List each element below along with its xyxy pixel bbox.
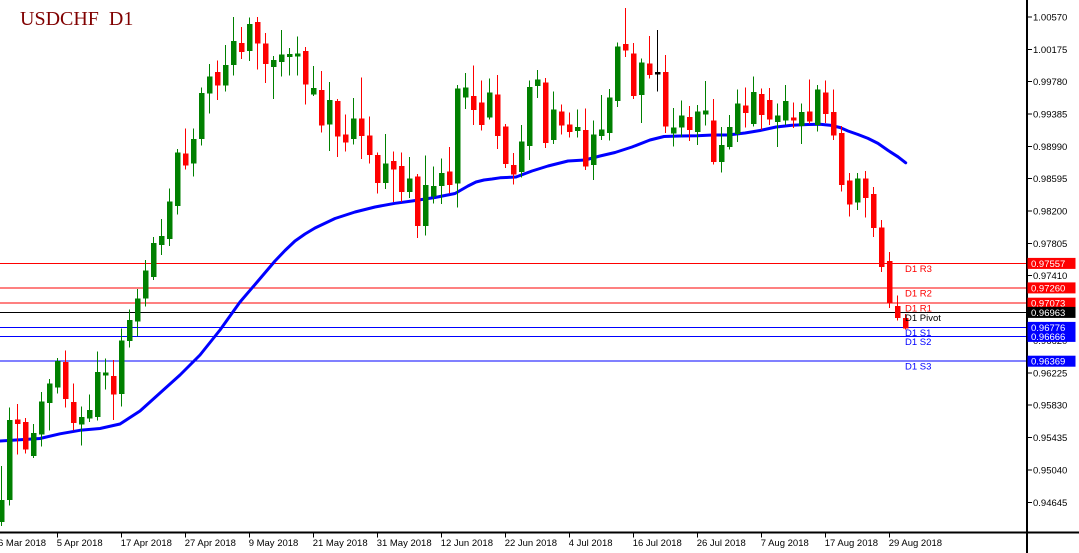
svg-text:D1 S3: D1 S3 [905,362,931,373]
svg-text:D1 S2: D1 S2 [905,337,931,348]
svg-text:17 Aug 2018: 17 Aug 2018 [825,538,878,549]
svg-text:1.00570: 1.00570 [1033,13,1067,24]
svg-text:USDCHF D1: USDCHF D1 [20,8,133,30]
svg-text:9 May 2018: 9 May 2018 [249,538,299,549]
svg-text:0.95435: 0.95435 [1033,433,1067,444]
svg-text:0.94645: 0.94645 [1033,498,1067,509]
svg-text:0.99780: 0.99780 [1033,77,1067,88]
svg-text:D1 R3: D1 R3 [905,264,932,275]
svg-text:D1 Pivot: D1 Pivot [905,313,941,324]
svg-text:0.96963: 0.96963 [1031,308,1065,319]
svg-text:0.95040: 0.95040 [1033,466,1067,477]
svg-text:0.95830: 0.95830 [1033,401,1067,412]
svg-text:26 Jul 2018: 26 Jul 2018 [697,538,746,549]
svg-text:D1 R1: D1 R1 [905,304,932,315]
svg-text:21 May 2018: 21 May 2018 [313,538,368,549]
svg-text:0.98200: 0.98200 [1033,207,1067,218]
svg-text:0.97260: 0.97260 [1031,283,1065,294]
svg-text:0.99385: 0.99385 [1033,110,1067,121]
svg-text:0.97410: 0.97410 [1033,271,1067,282]
svg-text:17 Apr 2018: 17 Apr 2018 [121,538,172,549]
svg-text:27 Apr 2018: 27 Apr 2018 [185,538,236,549]
svg-text:0.98595: 0.98595 [1033,174,1067,185]
svg-text:1.00175: 1.00175 [1033,45,1067,56]
svg-text:22 Jun 2018: 22 Jun 2018 [505,538,557,549]
svg-text:0.98990: 0.98990 [1033,142,1067,153]
svg-text:0.97073: 0.97073 [1031,299,1065,310]
svg-text:0.97805: 0.97805 [1033,239,1067,250]
svg-text:D1 R2: D1 R2 [905,288,932,299]
svg-text:31 May 2018: 31 May 2018 [377,538,432,549]
svg-text:4 Jul 2018: 4 Jul 2018 [569,538,613,549]
svg-text:D1 S1: D1 S1 [905,328,931,339]
svg-text:29 Aug 2018: 29 Aug 2018 [889,538,942,549]
svg-text:12 Jun 2018: 12 Jun 2018 [441,538,493,549]
svg-text:26 Mar 2018: 26 Mar 2018 [0,538,46,549]
svg-text:0.96666: 0.96666 [1031,332,1065,343]
svg-text:0.96369: 0.96369 [1031,357,1065,368]
svg-text:0.97557: 0.97557 [1031,259,1065,270]
svg-text:16 Jul 2018: 16 Jul 2018 [633,538,682,549]
svg-text:0.96225: 0.96225 [1033,368,1067,379]
svg-text:7 Aug 2018: 7 Aug 2018 [761,538,809,549]
svg-text:0.96776: 0.96776 [1031,323,1065,334]
svg-text:5 Apr 2018: 5 Apr 2018 [57,538,103,549]
